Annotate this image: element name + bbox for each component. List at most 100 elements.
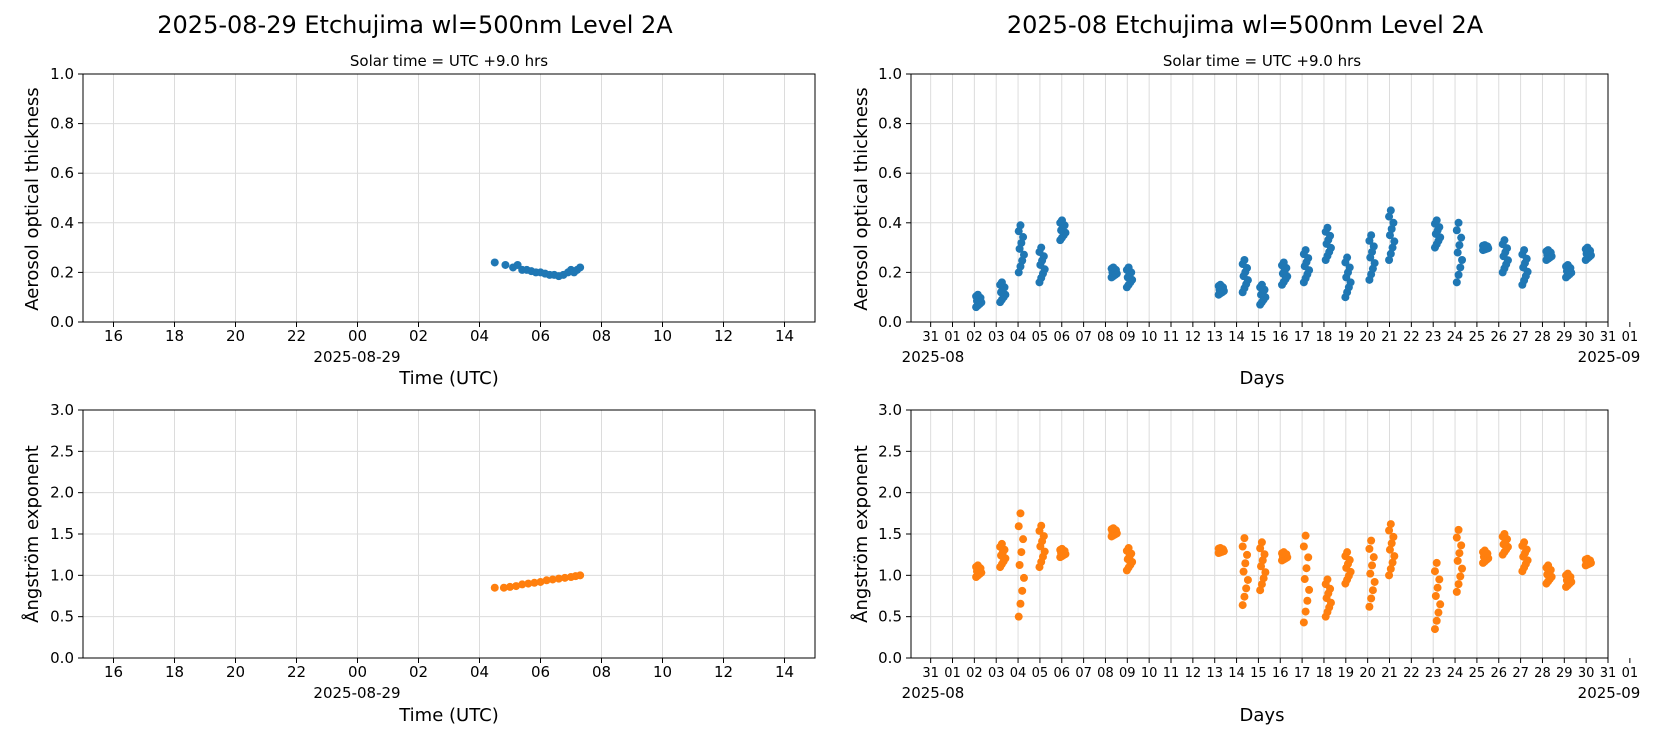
data-point	[1057, 544, 1066, 553]
data-point	[1238, 542, 1247, 551]
day-cluster	[1341, 548, 1355, 588]
data-point	[1239, 567, 1248, 576]
x-tick-label: 06	[1053, 330, 1070, 345]
data-point	[1389, 218, 1398, 227]
x-tick-label: 18	[165, 663, 184, 681]
data-point	[1261, 568, 1270, 577]
day-cluster	[972, 290, 986, 312]
data-point	[1301, 607, 1310, 616]
data-point	[554, 574, 563, 583]
data-point	[1390, 237, 1399, 246]
data-point	[1386, 520, 1395, 529]
data-point	[1389, 532, 1398, 541]
data-point	[1017, 548, 1026, 557]
monthly-aod-ylabel: Aerosol optical thickness	[851, 87, 872, 310]
day-cluster	[996, 539, 1010, 572]
data-point	[518, 580, 527, 589]
data-point	[1432, 558, 1441, 567]
data-point	[1238, 601, 1247, 610]
day-cluster	[996, 278, 1010, 307]
day-cluster	[1056, 544, 1070, 562]
data-point	[1300, 575, 1309, 584]
daily-aod-xlabel: Time (UTC)	[398, 368, 499, 389]
data-point	[1433, 583, 1442, 592]
data-point	[1369, 242, 1378, 251]
data-point	[490, 258, 499, 267]
data-point	[576, 571, 585, 580]
day-cluster	[1365, 536, 1379, 611]
data-point	[1259, 574, 1268, 583]
data-point	[1544, 561, 1553, 570]
data-point	[1019, 535, 1028, 544]
x-tick-label: 13	[1206, 330, 1223, 345]
data-point	[1454, 580, 1463, 589]
data-point	[1257, 562, 1266, 571]
data-point	[1500, 236, 1509, 245]
x-tick-label: 27	[1512, 666, 1529, 681]
data-point	[1323, 223, 1332, 232]
x-tick-label: 05	[1032, 330, 1049, 345]
monthly-aod-plot: 31 01 02 03 04 05 06 07 08 09 10 11 12 13 14 15 16 17 18 19…	[878, 65, 1638, 345]
data-point	[1257, 280, 1266, 289]
daily-subtitle: Solar time = UTC +9.0 hrs	[350, 52, 548, 70]
y-tick-label: 0.8	[878, 115, 902, 133]
x-tick-label: 09	[1119, 330, 1136, 345]
x-tick-label: 03	[988, 330, 1005, 345]
y-tick-label: 0.5	[878, 608, 902, 626]
y-tick-label: 2.5	[50, 442, 74, 460]
x-tick-label: 29	[1556, 666, 1573, 681]
x-tick-label: 26	[1490, 666, 1507, 681]
data-point	[1109, 524, 1118, 533]
data-point	[1544, 246, 1553, 255]
data-point	[548, 575, 557, 584]
data-point	[1124, 263, 1133, 272]
x-tick-label: 08	[592, 663, 611, 681]
x-tick-label: 19	[1338, 666, 1355, 681]
x-tick-label: 12	[1185, 330, 1202, 345]
data-point	[530, 578, 539, 587]
y-tick-label: 1.0	[50, 65, 74, 83]
data-point	[1241, 559, 1250, 568]
y-tick-label: 0.8	[50, 115, 74, 133]
data-point	[536, 577, 545, 586]
data-point	[1454, 270, 1463, 279]
data-point	[1242, 584, 1251, 593]
data-point	[1453, 556, 1462, 565]
x-tick-label: 04	[1010, 666, 1027, 681]
data-point	[542, 576, 551, 585]
data-point	[1367, 594, 1376, 603]
data-point	[1240, 256, 1249, 264]
day-cluster	[1256, 538, 1270, 595]
data-point	[576, 263, 585, 272]
data-point	[1457, 233, 1466, 242]
day-cluster	[1498, 236, 1512, 277]
data-point	[1109, 263, 1118, 272]
x-tick-label: 30	[1578, 666, 1595, 681]
monthly-angstrom-end-label: 2025-09	[1578, 684, 1641, 702]
x-tick-label: 14	[1228, 330, 1245, 345]
x-tick-label: 08	[1097, 330, 1114, 345]
x-tick-label: 04	[470, 663, 489, 681]
daily-aod-plot: 16 18 20 22 00 02 04 06 08 10 12 14 0.0 0.2 0.4 0.6 0.8 1…	[50, 65, 816, 345]
x-tick-label: 10	[653, 663, 672, 681]
data-point	[1432, 216, 1441, 225]
x-tick-label: 23	[1425, 330, 1442, 345]
x-tick-label: 00	[348, 663, 367, 681]
data-point	[560, 573, 569, 582]
x-tick-label: 23	[1425, 666, 1442, 681]
x-tick-label: 29	[1556, 330, 1573, 345]
x-tick-label: 18	[165, 327, 184, 345]
x-tick-label: 28	[1534, 330, 1551, 345]
data-point	[1432, 616, 1441, 625]
axes-frame	[82, 409, 816, 659]
data-point	[973, 561, 982, 570]
day-cluster	[1278, 548, 1292, 565]
data-point	[1216, 280, 1225, 289]
data-point	[1458, 256, 1467, 264]
data-point	[1303, 596, 1312, 605]
x-tick-label: 00	[348, 327, 367, 345]
data-point	[973, 290, 982, 299]
data-point	[1368, 586, 1377, 595]
axes-frame	[910, 73, 1609, 323]
data-point	[1299, 542, 1308, 551]
